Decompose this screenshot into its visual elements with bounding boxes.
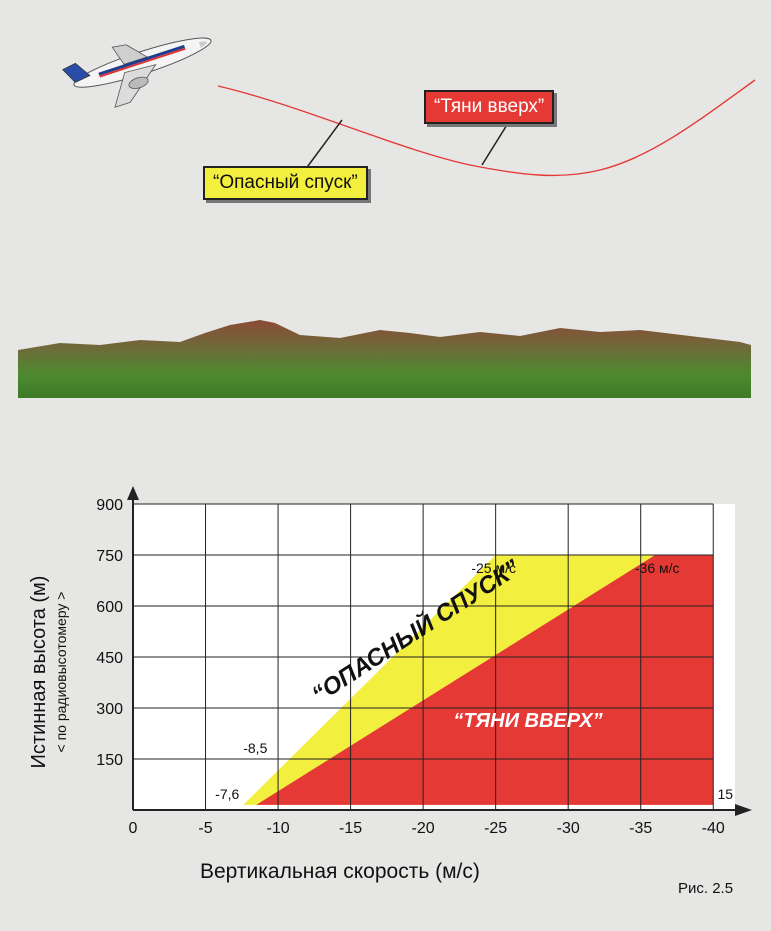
annotation-15: 15 — [717, 786, 733, 802]
callout-danger-pointer — [304, 119, 343, 171]
zone-warning-label: “ТЯНИ ВВЕРХ” — [453, 710, 602, 732]
y-tick-label: 150 — [96, 752, 123, 769]
airplane-icon — [62, 37, 212, 108]
zone-warning — [256, 555, 714, 805]
chart-area: 0 -5 -10 -15 -20 -25 -30 -35 -40 150 300 450 600 750 9… — [96, 486, 752, 837]
y-axis-arrow — [127, 486, 139, 500]
y-axis-title-block: Истинная высота (м) < по радиовысотомеру… — [28, 507, 72, 837]
x-tick-label: 0 — [129, 820, 138, 837]
y-axis-title: Истинная высота (м) — [28, 575, 50, 769]
x-tick-label: -35 — [629, 820, 652, 837]
x-tick-label: -40 — [702, 820, 725, 837]
annotation-8-5: -8,5 — [243, 740, 267, 756]
callout-pull-pointer — [481, 119, 511, 166]
y-tick-label: 750 — [96, 548, 123, 565]
x-tick-label: -5 — [198, 820, 212, 837]
x-tick-label: -20 — [412, 820, 435, 837]
x-tick-label: -15 — [339, 820, 362, 837]
x-tick-label: -30 — [557, 820, 580, 837]
y-tick-label: 600 — [96, 599, 123, 616]
annotation-7-6: -7,6 — [215, 786, 239, 802]
y-tick-label: 450 — [96, 650, 123, 667]
y-axis-subtitle: < по радиовысотомеру > — [53, 591, 69, 753]
x-axis-title: Вертикальная скорость (м/с) — [200, 860, 480, 883]
x-tick-label: -25 — [484, 820, 507, 837]
x-axis-arrow — [735, 804, 752, 816]
annotation-36ms: -36 м/с — [635, 560, 680, 576]
figure-label: Рис. 2.5 — [678, 880, 734, 897]
callout-dangerous-descent: “Опасный спуск” — [203, 166, 368, 200]
callout-pull-up: “Тяни вверх” — [424, 90, 555, 124]
y-tick-label: 900 — [96, 497, 123, 514]
x-tick-label: -10 — [266, 820, 289, 837]
terrain-illustration — [18, 320, 751, 398]
y-tick-label: 300 — [96, 701, 123, 718]
flight-path — [217, 79, 756, 177]
annotation-25ms: -25 м/с — [471, 560, 516, 576]
